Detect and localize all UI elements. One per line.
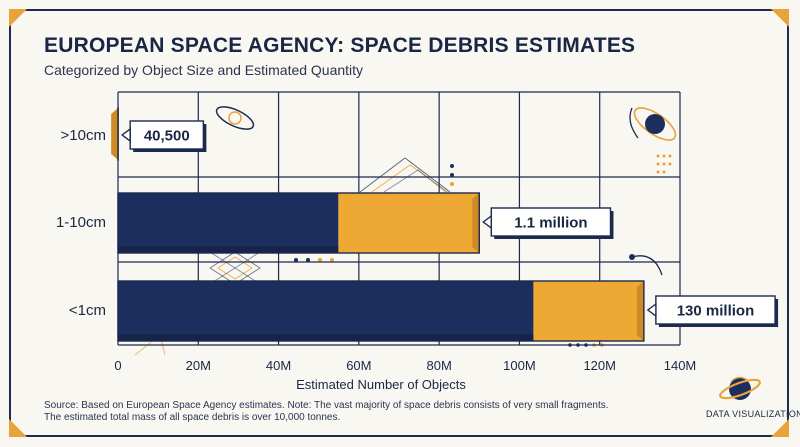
bar-1-navy-segment	[118, 193, 339, 253]
x-tick-label-0: 0	[114, 358, 121, 373]
source-note-line-2: The estimated total mass of all space de…	[44, 412, 341, 423]
bar-2-navy-segment	[118, 281, 534, 341]
bar-1	[117, 192, 480, 254]
orbit-decor-icon	[215, 106, 255, 130]
bar-1-orange-segment	[338, 193, 480, 253]
data-labels: 40,500 1.1 million 130 million	[120, 120, 779, 327]
category-label-1: 1-10cm	[56, 214, 106, 231]
corner-accent-bottom-left	[9, 419, 27, 437]
x-tick-label-4: 80M	[426, 358, 451, 373]
data-label-2-pointer	[646, 302, 657, 318]
bar-0	[111, 107, 119, 161]
data-label-0-pointer	[120, 127, 131, 143]
bar-2-navy-shade	[118, 334, 534, 341]
bar-2-outline	[117, 280, 645, 342]
data-label-0: 40,500	[120, 120, 207, 152]
x-tick-label-2: 40M	[266, 358, 291, 373]
category-label-0: >10cm	[61, 127, 106, 144]
source-note-line-1: Source: Based on European Space Agency e…	[44, 400, 609, 411]
corner-accent-top-right	[771, 9, 789, 27]
x-tick-label-1: 20M	[186, 358, 211, 373]
category-label-2: <1cm	[69, 302, 106, 319]
bars	[111, 107, 645, 342]
chart-title: EUROPEAN SPACE AGENCY: SPACE DEBRIS ESTI…	[44, 34, 636, 57]
bar-2-orange-segment	[533, 281, 644, 341]
bar-1-outline	[117, 192, 480, 254]
data-label-2-box	[655, 295, 776, 325]
data-label-1-box	[490, 207, 612, 237]
source-note: Source: Based on European Space Agency e…	[44, 400, 664, 424]
x-tick-label-7: 140M	[664, 358, 697, 373]
brand-label: DATA VISUALIZATION	[706, 409, 800, 419]
bar-0-end-bevel	[111, 108, 119, 160]
data-label-1-text: 1.1 million	[514, 215, 587, 232]
y-axis-categories: >10cm 1-10cm <1cm	[56, 127, 106, 319]
x-tick-label-6: 120M	[583, 358, 616, 373]
bar-1-end-bevel	[472, 193, 480, 253]
planet-decor-icon	[629, 107, 677, 174]
x-axis: 0 20M 40M 60M 80M 100M 120M 140M Estimated Numbe…	[114, 358, 696, 392]
data-label-0-text: 40,500	[144, 128, 190, 145]
data-label-0-box	[129, 120, 205, 150]
x-tick-label-5: 100M	[503, 358, 536, 373]
corner-accent-top-left	[9, 9, 27, 27]
corner-accent-bottom-right	[771, 419, 789, 437]
bar-1-navy-shade	[118, 246, 339, 253]
data-label-1: 1.1 million	[482, 207, 614, 239]
data-label-2-text: 130 million	[677, 303, 755, 320]
bar-2-end-bevel	[636, 281, 644, 341]
data-label-2: 130 million	[646, 295, 779, 327]
dots-decor	[294, 164, 663, 347]
bar-2	[117, 280, 645, 342]
planet-icon	[719, 376, 761, 400]
gridlines	[117, 91, 681, 346]
chart-subtitle: Categorized by Object Size and Estimated…	[44, 62, 364, 78]
x-axis-title: Estimated Number of Objects	[296, 377, 466, 392]
data-label-1-pointer	[482, 214, 492, 230]
x-tick-label-3: 60M	[346, 358, 371, 373]
